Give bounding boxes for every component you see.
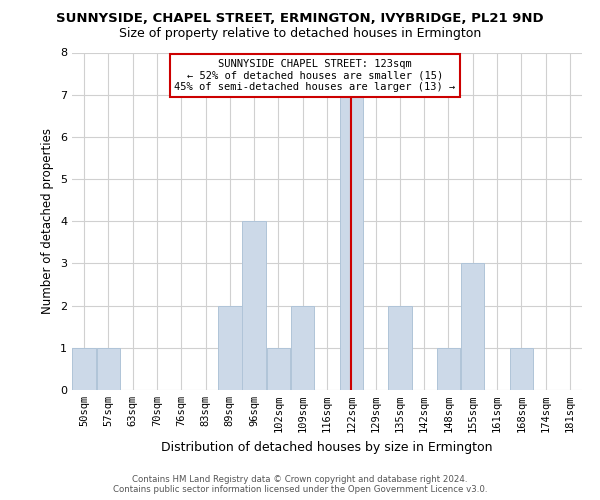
Text: SUNNYSIDE CHAPEL STREET: 123sqm
← 52% of detached houses are smaller (15)
45% of: SUNNYSIDE CHAPEL STREET: 123sqm ← 52% of… [174, 59, 455, 92]
Bar [509, 348, 533, 390]
Text: Contains HM Land Registry data © Crown copyright and database right 2024.
Contai: Contains HM Land Registry data © Crown c… [113, 474, 487, 494]
Text: Size of property relative to detached houses in Ermington: Size of property relative to detached ho… [119, 28, 481, 40]
X-axis label: Distribution of detached houses by size in Ermington: Distribution of detached houses by size … [161, 440, 493, 454]
Bar [388, 306, 412, 390]
Bar [218, 306, 242, 390]
Bar [242, 221, 266, 390]
Bar [291, 306, 314, 390]
Bar [340, 94, 363, 390]
Bar [437, 348, 460, 390]
Y-axis label: Number of detached properties: Number of detached properties [41, 128, 55, 314]
Bar [97, 348, 120, 390]
Bar [461, 264, 484, 390]
Bar [73, 348, 96, 390]
Bar [266, 348, 290, 390]
Text: SUNNYSIDE, CHAPEL STREET, ERMINGTON, IVYBRIDGE, PL21 9ND: SUNNYSIDE, CHAPEL STREET, ERMINGTON, IVY… [56, 12, 544, 26]
